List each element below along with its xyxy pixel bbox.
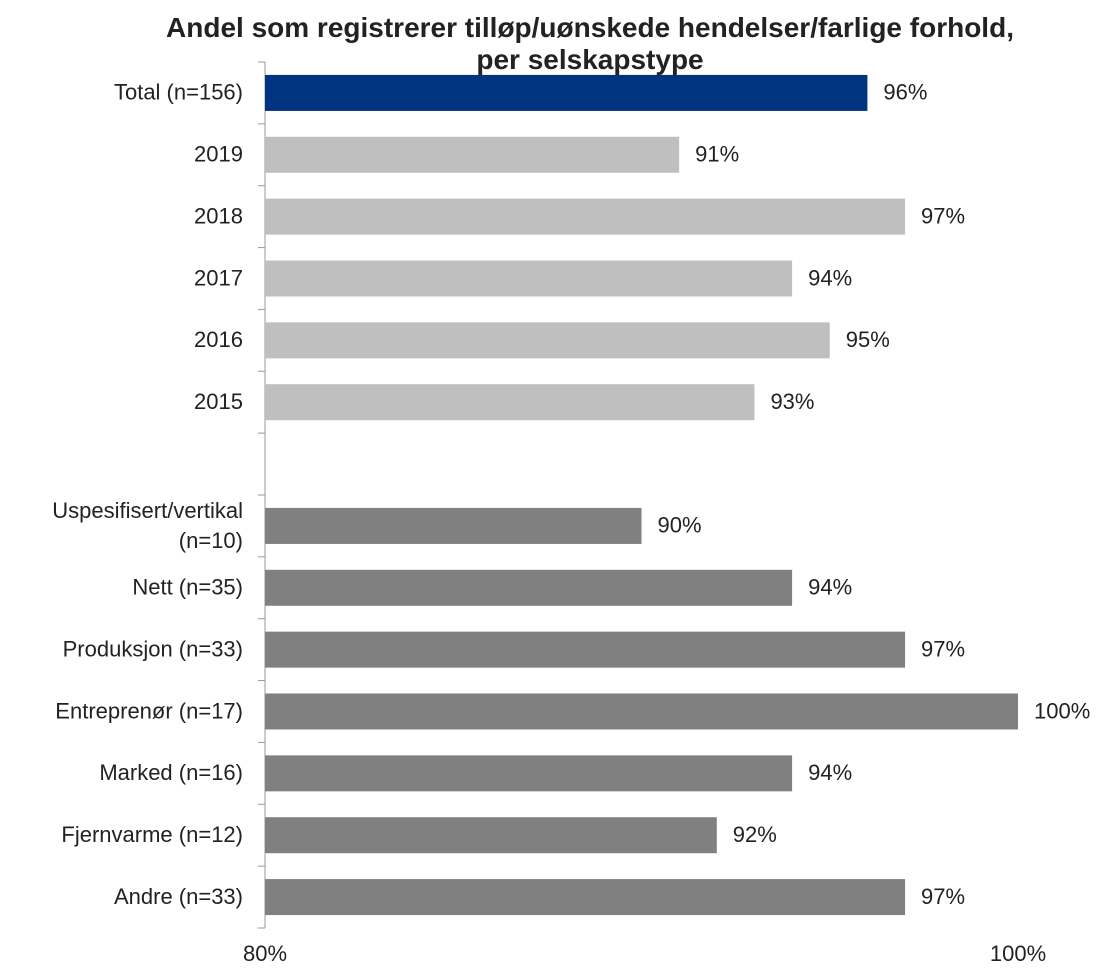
- value-label: 97%: [921, 203, 965, 228]
- category-label: Total (n=156): [114, 80, 243, 105]
- category-label: Andre (n=33): [114, 884, 243, 909]
- bar: [265, 631, 906, 668]
- bar: [265, 136, 680, 173]
- bar: [265, 198, 906, 235]
- category-label: Fjernvarme (n=12): [61, 822, 243, 847]
- category-label: 2015: [194, 389, 243, 414]
- category-label: Entreprenør (n=17): [55, 698, 243, 723]
- value-label: 91%: [695, 142, 739, 167]
- category-label: 2017: [194, 265, 243, 290]
- bar: [265, 74, 868, 111]
- bar: [265, 755, 793, 792]
- chart-title: Andel som registrerer tilløp/uønskede he…: [166, 12, 1014, 75]
- value-label: 94%: [808, 760, 852, 785]
- value-label: 97%: [921, 884, 965, 909]
- value-label: 95%: [846, 327, 890, 352]
- value-label: 94%: [808, 575, 852, 600]
- x-tick-label: 80%: [243, 941, 287, 966]
- bar: [265, 384, 755, 421]
- value-label: 100%: [1034, 698, 1090, 723]
- bar: [265, 507, 642, 544]
- bar: [265, 817, 717, 854]
- value-label: 94%: [808, 265, 852, 290]
- category-label: 2016: [194, 327, 243, 352]
- category-label: Marked (n=16): [99, 760, 243, 785]
- category-label: Uspesifisert/vertikal (n=10): [52, 498, 243, 553]
- bar: [265, 322, 830, 359]
- category-label: 2019: [194, 142, 243, 167]
- value-label: 90%: [658, 513, 702, 538]
- category-label: Produksjon (n=33): [63, 636, 243, 661]
- bar: [265, 879, 906, 916]
- x-tick-label: 100%: [990, 941, 1046, 966]
- value-label: 93%: [770, 389, 814, 414]
- value-label: 92%: [733, 822, 777, 847]
- category-label: Nett (n=35): [132, 575, 243, 600]
- bar: [265, 569, 793, 606]
- bar: [265, 693, 1018, 730]
- value-label: 96%: [883, 80, 927, 105]
- category-label: 2018: [194, 203, 243, 228]
- bar: [265, 260, 793, 297]
- value-label: 97%: [921, 636, 965, 661]
